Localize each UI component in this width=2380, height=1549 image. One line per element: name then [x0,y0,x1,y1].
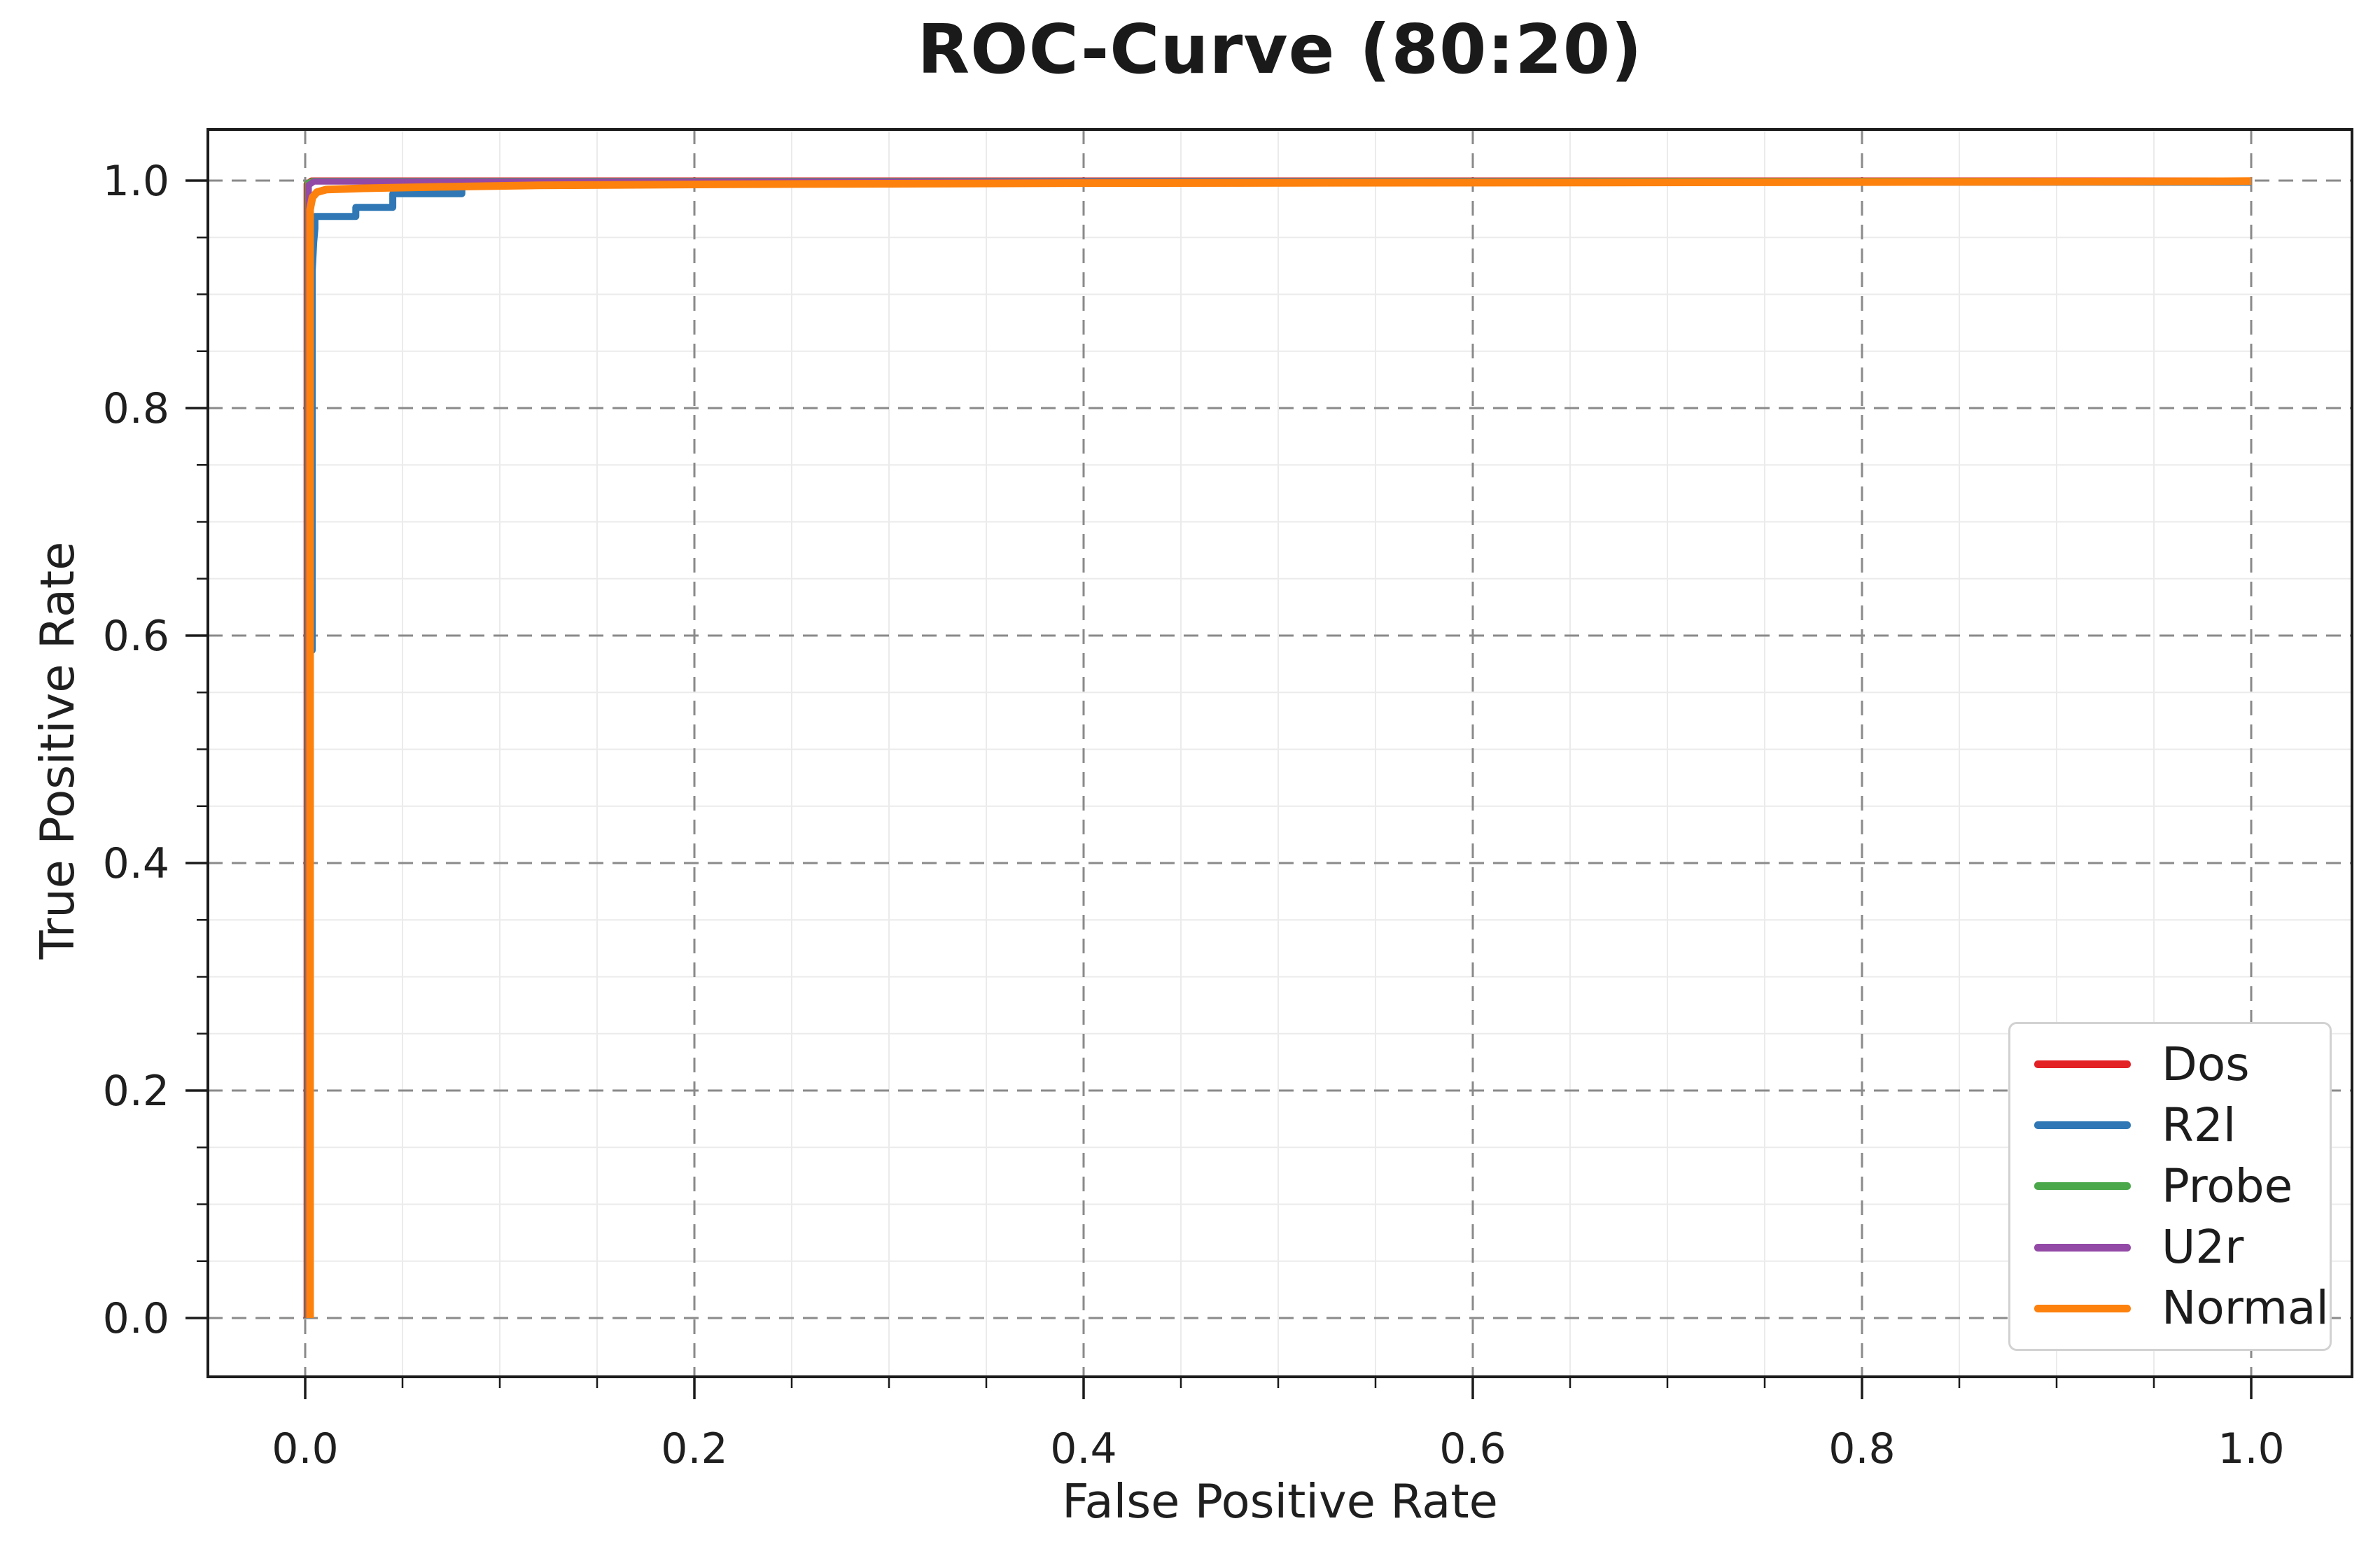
legend-label: Probe [2162,1158,2293,1213]
roc-curve-normal [306,177,2252,1318]
y-tick-label-0.8: 0.8 [103,384,169,433]
ticks [186,179,2253,1399]
x-tick-label-0.8: 0.8 [1828,1424,1895,1473]
legend-label: R2l [2162,1098,2236,1152]
legend-swatch-r2l [2034,1121,2131,1130]
legend-swatch-probe [2034,1182,2131,1191]
y-tick-label-1.0: 1.0 [103,157,169,206]
minor-gridlines [208,129,2352,1377]
legend-entry-u2r: U2r [2034,1224,2323,1270]
legend-entry-r2l: R2l [2034,1102,2323,1149]
tick-labels: 0.0 0.2 0.4 0.6 0.8 1.0 0.0 0.2 0.4 0.6 0.8 1.0 [103,157,2285,1473]
legend-label: Dos [2162,1037,2250,1091]
legend-entry-normal: Normal [2034,1285,2329,1331]
legend-swatch-normal [2034,1304,2131,1312]
legend-label: Normal [2162,1281,2329,1336]
y-tick-label-0.6: 0.6 [103,612,169,661]
roc-curves [303,177,2252,1318]
y-tick-label-0.4: 0.4 [103,839,169,888]
y-tick-label-0.0: 0.0 [103,1294,169,1343]
axes-spines [206,128,2353,1378]
legend-entry-probe: Probe [2034,1163,2323,1210]
legend-swatch-dos [2034,1060,2131,1069]
x-tick-label-1.0: 1.0 [2218,1424,2284,1473]
legend-entry-dos: Dos [2034,1037,2323,1091]
legend-swatch-u2r [2034,1243,2131,1252]
x-tick-label-0.2: 0.2 [661,1424,727,1473]
x-axis-label: False Positive Rate [1062,1474,1498,1529]
chart-title: ROC-Curve (80:20) [917,10,1643,89]
y-tick-label-0.2: 0.2 [103,1067,169,1116]
legend-label: U2r [2162,1220,2244,1275]
legend: Dos R2l Probe U2r Normal [2008,1022,2332,1351]
x-tick-label-0.6: 0.6 [1439,1424,1506,1473]
x-tick-label-0.0: 0.0 [272,1424,338,1473]
x-tick-label-0.4: 0.4 [1050,1424,1116,1473]
